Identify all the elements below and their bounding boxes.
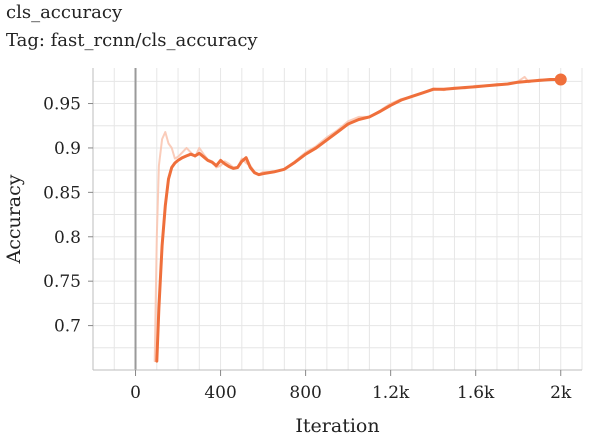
y-tick-label: 0.7	[54, 317, 81, 337]
y-tick-label: 0.9	[54, 139, 81, 159]
y-tick-label: 0.75	[43, 272, 81, 292]
y-axis-label: Accuracy	[3, 174, 25, 264]
chart-title: cls_accuracy	[6, 2, 123, 23]
y-tick-label: 0.95	[43, 95, 81, 115]
smoothed-series-line	[155, 78, 563, 363]
x-tick-label: 0	[130, 383, 141, 403]
x-axis-label: Iteration	[295, 415, 379, 437]
x-axis-ticks: 0 400 800 1.2k 1.6k 2k	[130, 370, 572, 403]
x-tick-label: 1.6k	[457, 383, 495, 403]
x-tick-label: 1.2k	[372, 383, 410, 403]
last-point-marker	[554, 73, 567, 86]
y-tick-label: 0.8	[54, 228, 81, 248]
series-group	[153, 75, 563, 363]
x-tick-label: 400	[204, 383, 236, 403]
x-tick-label: 2k	[550, 383, 572, 403]
y-axis-ticks: 0.7 0.75 0.8 0.85 0.9 0.95	[43, 95, 93, 337]
x-tick-label: 800	[289, 383, 321, 403]
chart-tag: Tag: fast_rcnn/cls_accuracy	[6, 30, 258, 51]
axes	[92, 68, 582, 371]
grid-lines	[92, 68, 583, 371]
y-tick-label: 0.85	[43, 183, 81, 203]
